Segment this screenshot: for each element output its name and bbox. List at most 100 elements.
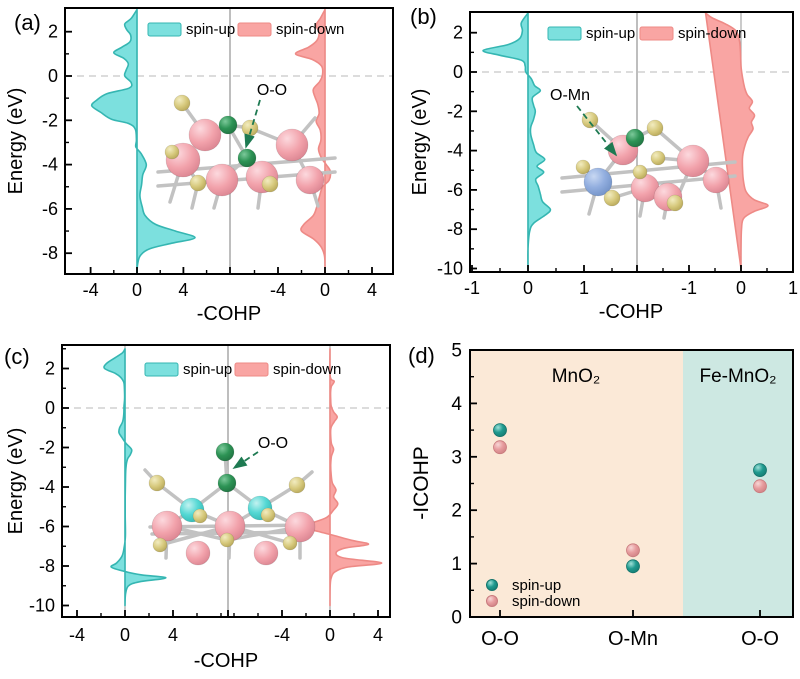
data-point-spin-up-O-Mn bbox=[626, 559, 640, 574]
svg-text:-4: -4 bbox=[447, 141, 463, 161]
legend-swatch-spin-up bbox=[147, 22, 182, 37]
svg-text:1: 1 bbox=[788, 278, 798, 298]
y-axis-title-d: -ICOHP bbox=[410, 446, 433, 520]
svg-text:-4: -4 bbox=[274, 625, 290, 645]
legend-d: spin-up spin-down bbox=[486, 577, 580, 610]
cohp-curve-spin-up bbox=[103, 348, 167, 607]
cohp-curve-spin-down bbox=[294, 8, 332, 274]
y-axis-title-b: Energy (eV) bbox=[409, 89, 431, 196]
svg-text:0: 0 bbox=[453, 62, 463, 82]
region-label-femno2: Fe-MnO₂ bbox=[699, 366, 776, 387]
panel-label-d: (d) bbox=[408, 343, 435, 368]
svg-text:4: 4 bbox=[367, 280, 377, 300]
inset-structure-b bbox=[560, 105, 737, 220]
panel-label-b: (b) bbox=[410, 4, 437, 29]
x-axis-title-a: -COHP bbox=[197, 303, 261, 325]
axes-background-a bbox=[65, 8, 393, 274]
panel-a: O-O -4 0 4 -4 0 4 2 0 -2 -4 -6 -8 spin-up spin-down… bbox=[5, 7, 394, 325]
cohp-curve-spin-up bbox=[482, 12, 552, 270]
svg-text:2: 2 bbox=[453, 23, 463, 43]
svg-text:0: 0 bbox=[325, 625, 335, 645]
svg-text:4: 4 bbox=[178, 280, 188, 300]
svg-text:-6: -6 bbox=[42, 199, 58, 219]
svg-text:0: 0 bbox=[736, 278, 746, 298]
svg-text:-1: -1 bbox=[681, 278, 697, 298]
cohp-curve-spin-down bbox=[303, 348, 383, 607]
legend-a: spin-up spin-down bbox=[147, 21, 344, 38]
legend-label-spin-down: spin-down bbox=[273, 361, 341, 378]
legend-swatch-spin-up bbox=[144, 362, 179, 377]
svg-text:-2: -2 bbox=[39, 438, 55, 458]
legend-swatch-spin-up bbox=[547, 26, 582, 41]
inset-structure-a bbox=[156, 94, 337, 210]
legend-b: spin-up spin-down bbox=[547, 25, 746, 42]
data-point-spin-down-O-O bbox=[493, 440, 507, 455]
svg-text:2: 2 bbox=[48, 22, 58, 42]
legend-dot-spin-down bbox=[486, 595, 498, 607]
scatter-background-d bbox=[470, 350, 793, 617]
svg-text:-6: -6 bbox=[447, 180, 463, 200]
region-label-mno2: MnO₂ bbox=[552, 366, 601, 387]
panel-c: O-O -4 0 4 -4 0 4 2 0 -2 -4 -6 -8 -10 spin-up spin-d… bbox=[4, 344, 391, 672]
legend-swatch-spin-down bbox=[234, 362, 269, 377]
svg-text:3: 3 bbox=[451, 447, 462, 468]
panel-b: O-Mn -1 0 1 -1 0 120-2-4-6-8-10 spin-up spin-… bbox=[409, 4, 798, 323]
svg-text:-8: -8 bbox=[42, 243, 58, 263]
svg-text:0: 0 bbox=[320, 280, 330, 300]
svg-text:-4: -4 bbox=[42, 155, 58, 175]
svg-text:1: 1 bbox=[579, 278, 589, 298]
svg-text:O-O: O-O bbox=[481, 628, 519, 650]
svg-text:0: 0 bbox=[451, 608, 462, 629]
axes-frame-b: -1 0 1 -1 0 120-2-4-6-8-10 bbox=[437, 11, 798, 298]
panel-label-c: (c) bbox=[4, 344, 30, 369]
legend-label-spin-up: spin-up bbox=[586, 25, 635, 42]
svg-text:2: 2 bbox=[45, 359, 55, 379]
svg-text:4: 4 bbox=[451, 394, 462, 415]
x-axis-title-b: -COHP bbox=[599, 301, 663, 323]
legend-label-spin-up: spin-up bbox=[512, 577, 561, 594]
data-point-spin-down-O-O bbox=[753, 479, 767, 494]
axes-frame-d: 0 1 2 3 4 5 O-O O-Mn O-O bbox=[451, 341, 794, 650]
legend-swatch-spin-down bbox=[639, 26, 674, 41]
svg-text:O-O: O-O bbox=[741, 628, 779, 650]
legend-label-spin-up: spin-up bbox=[183, 361, 232, 378]
svg-text:0: 0 bbox=[45, 398, 55, 418]
svg-text:4: 4 bbox=[168, 625, 178, 645]
svg-text:-4: -4 bbox=[270, 280, 286, 300]
y-axis-title-a: Energy (eV) bbox=[5, 88, 27, 195]
legend-label-spin-up: spin-up bbox=[186, 21, 235, 38]
svg-text:5: 5 bbox=[451, 341, 462, 362]
cohp-curves-a bbox=[90, 8, 332, 274]
axes-frame-a: -4 0 4 -4 0 4 2 0 -2 -4 -6 -8 bbox=[42, 7, 394, 300]
svg-text:-4: -4 bbox=[69, 625, 85, 645]
inset-label-c: O-O bbox=[258, 435, 288, 452]
inset-label-b: O-Mn bbox=[550, 87, 590, 104]
svg-text:0: 0 bbox=[523, 278, 533, 298]
svg-text:2: 2 bbox=[451, 501, 462, 522]
axes-frame-c: -4 0 4 -4 0 4 2 0 -2 -4 -6 -8 -10 bbox=[29, 344, 391, 645]
svg-text:-10: -10 bbox=[437, 259, 463, 279]
cohp-curve-spin-down bbox=[704, 12, 769, 270]
svg-text:O-Mn: O-Mn bbox=[608, 628, 658, 650]
svg-text:0: 0 bbox=[120, 625, 130, 645]
cohp-curves-b bbox=[482, 12, 769, 270]
panel-label-a: (a) bbox=[14, 10, 41, 35]
svg-text:0: 0 bbox=[132, 280, 142, 300]
svg-text:1: 1 bbox=[451, 554, 462, 575]
svg-text:-4: -4 bbox=[39, 477, 55, 497]
svg-text:-6: -6 bbox=[39, 517, 55, 537]
x-axis-title-c: -COHP bbox=[194, 650, 258, 672]
svg-text:0: 0 bbox=[48, 66, 58, 86]
data-point-spin-up-O-O bbox=[493, 423, 507, 438]
legend-c: spin-up spin-down bbox=[144, 361, 341, 378]
cohp-curves-c bbox=[103, 348, 383, 607]
inset-label-a: O-O bbox=[257, 82, 287, 99]
svg-text:-2: -2 bbox=[447, 101, 463, 121]
inset-structure-c bbox=[143, 442, 316, 566]
legend-label-spin-down: spin-down bbox=[512, 593, 580, 610]
svg-text:-10: -10 bbox=[29, 596, 55, 616]
svg-text:4: 4 bbox=[373, 625, 383, 645]
legend-dot-spin-up bbox=[486, 579, 498, 591]
